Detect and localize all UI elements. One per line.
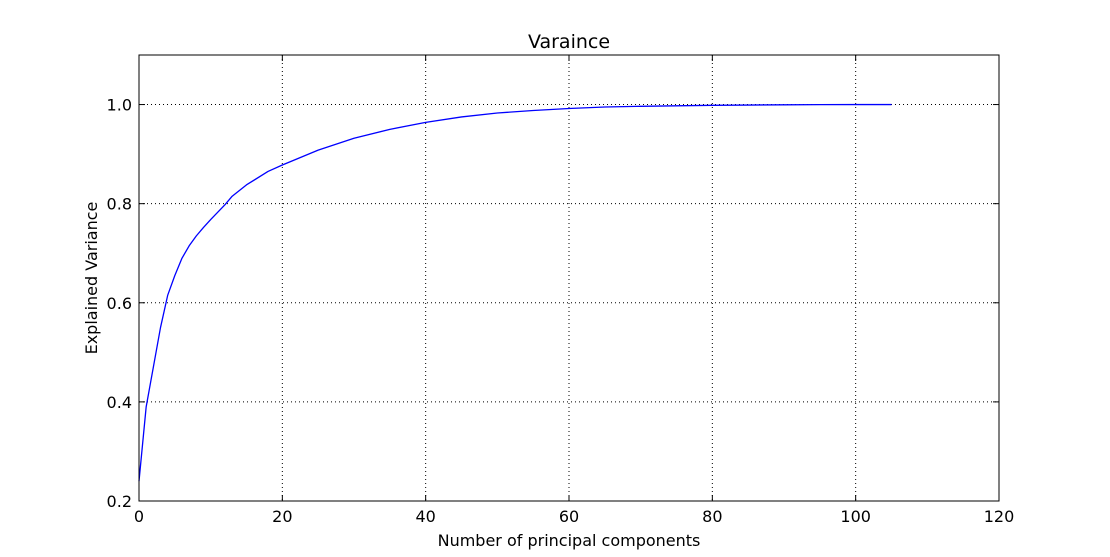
x-axis-title: Number of principal components (438, 531, 701, 550)
x-tick-label: 100 (840, 507, 871, 526)
plot-area (139, 55, 999, 501)
y-tick-label: 0.2 (107, 492, 132, 511)
x-tick-label: 0 (134, 507, 144, 526)
y-tick-label: 0.4 (107, 393, 132, 412)
y-tick-label: 1.0 (107, 96, 132, 115)
y-axis-title: Explained Variance (82, 202, 101, 355)
series-line (138, 103, 892, 482)
x-tick-label: 40 (415, 507, 435, 526)
x-tick-label: 60 (559, 507, 579, 526)
x-tick-labels: 0 20 40 60 80 100 120 (134, 507, 1014, 526)
y-tick-label: 0.6 (107, 294, 132, 313)
y-tick-labels: 0.2 0.4 0.6 0.8 1.0 (107, 96, 132, 511)
y-tick-label: 0.8 (107, 195, 132, 214)
series-layer (138, 103, 892, 482)
chart-title: Varaince (528, 31, 610, 53)
plot-frame (138, 54, 1000, 502)
x-tick-label: 120 (984, 507, 1015, 526)
x-tick-label: 20 (272, 507, 292, 526)
x-tick-label: 80 (702, 507, 722, 526)
